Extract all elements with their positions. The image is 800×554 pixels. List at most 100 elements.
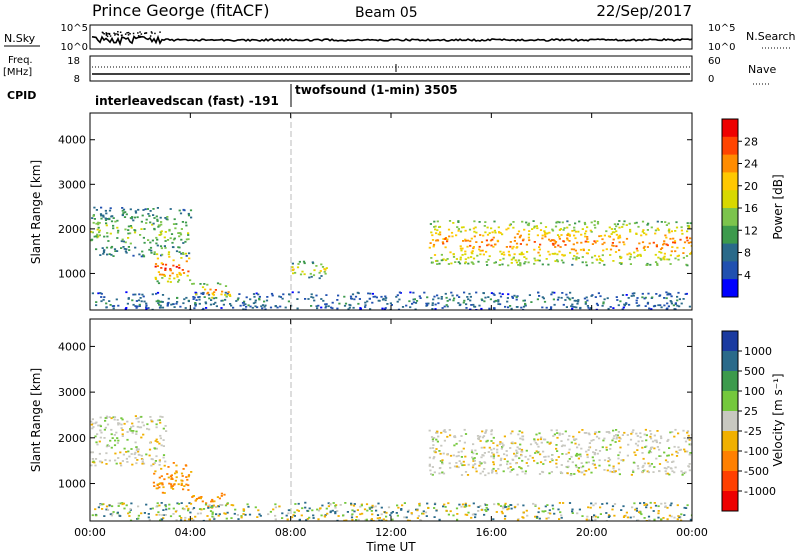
heatmap-cell — [584, 301, 587, 303]
heatmap-cell — [190, 471, 193, 473]
heatmap-cell — [157, 302, 160, 304]
heatmap-cell — [287, 509, 290, 512]
heatmap-cell — [158, 234, 161, 236]
heatmap-cell — [622, 505, 625, 508]
heatmap-cell — [473, 235, 476, 238]
heatmap-cell — [512, 256, 515, 259]
heatmap-cell — [681, 472, 684, 474]
heatmap-cell — [123, 248, 126, 250]
heatmap-cell — [187, 300, 190, 303]
heatmap-cell — [524, 472, 527, 475]
heatmap-cell — [674, 250, 677, 253]
heatmap-cell — [544, 505, 547, 508]
heatmap-cell — [666, 506, 669, 509]
heatmap-cell — [648, 307, 651, 310]
heatmap-cell — [304, 501, 307, 504]
heatmap-cell — [242, 513, 245, 515]
heatmap-cell — [434, 228, 437, 231]
heatmap-cell — [659, 304, 662, 307]
heatmap-cell — [472, 452, 475, 455]
heatmap-cell — [164, 231, 167, 233]
heatmap-cell — [541, 296, 544, 299]
heatmap-cell — [556, 260, 559, 263]
heatmap-cell — [357, 518, 360, 521]
heatmap-cell — [157, 271, 160, 273]
heatmap-cell — [530, 301, 533, 303]
heatmap-cell — [630, 432, 633, 435]
heatmap-cell — [590, 230, 593, 233]
heatmap-cell — [623, 303, 626, 306]
heatmap-cell — [551, 252, 554, 255]
heatmap-cell — [365, 518, 368, 521]
heatmap-cell — [129, 225, 133, 227]
heatmap-cell — [122, 208, 126, 211]
heatmap-cell — [500, 253, 503, 255]
heatmap-cell — [156, 238, 159, 241]
heatmap-cell — [615, 245, 618, 248]
heatmap-cell — [522, 516, 525, 519]
heatmap-cell — [162, 486, 165, 489]
heatmap-cell — [553, 303, 556, 306]
heatmap-cell — [298, 260, 301, 263]
heatmap-cell — [164, 269, 167, 271]
heatmap-cell — [531, 228, 534, 230]
heatmap-cell — [599, 295, 602, 298]
heatmap-cell — [441, 471, 444, 474]
heatmap-cell — [224, 291, 227, 294]
heatmap-cell — [550, 429, 553, 432]
heatmap-cell — [125, 291, 128, 294]
heatmap-cell — [183, 298, 186, 301]
heatmap-cell — [556, 253, 559, 256]
heatmap-cell — [550, 471, 553, 473]
heatmap-cell — [669, 504, 672, 507]
heatmap-cell — [599, 513, 602, 515]
heatmap-cell — [120, 464, 123, 467]
heatmap-cell — [684, 440, 688, 443]
heatmap-cell — [296, 307, 299, 310]
heatmap-cell — [156, 419, 160, 422]
heatmap-cell — [636, 305, 639, 307]
heatmap-cell — [138, 293, 141, 296]
colorbar-swatch — [722, 243, 738, 262]
heatmap-cell — [615, 233, 618, 236]
heatmap-cell — [683, 472, 686, 475]
heatmap-cell — [145, 308, 148, 310]
heatmap-cell — [153, 253, 156, 255]
heatmap-cell — [477, 506, 480, 508]
heatmap-cell — [148, 428, 151, 431]
heatmap-cell — [162, 509, 165, 511]
heatmap-cell — [129, 508, 132, 510]
heatmap-cell — [665, 472, 668, 475]
heatmap-cell — [686, 264, 689, 267]
heatmap-cell — [490, 429, 493, 431]
heatmap-cell — [549, 512, 552, 515]
heatmap-cell — [527, 465, 530, 467]
heatmap-cell — [520, 454, 523, 457]
heatmap-cell — [157, 511, 160, 514]
heatmap-cell — [582, 465, 585, 468]
heatmap-cell — [451, 235, 454, 238]
heatmap-cell — [232, 504, 235, 507]
heatmap-cell — [579, 248, 583, 251]
heatmap-cell — [559, 228, 562, 230]
heatmap-cell — [95, 441, 98, 444]
heatmap-cell — [224, 298, 227, 301]
heatmap-cell — [500, 457, 503, 460]
heatmap-cell — [453, 435, 456, 438]
heatmap-cell — [607, 457, 610, 459]
heatmap-cell — [605, 449, 608, 451]
heatmap-cell — [126, 438, 129, 441]
heatmap-cell — [552, 507, 555, 510]
heatmap-cell — [263, 305, 266, 308]
heatmap-cell — [601, 243, 604, 246]
heatmap-cell — [97, 235, 100, 238]
heatmap-cell — [187, 238, 190, 241]
heatmap-cell — [180, 228, 183, 230]
heatmap-cell — [140, 220, 143, 223]
heatmap-cell — [601, 304, 604, 307]
heatmap-cell — [350, 297, 353, 300]
heatmap-cell — [562, 240, 565, 242]
heatmap-cell — [121, 433, 124, 436]
heatmap-cell — [91, 418, 94, 421]
heatmap-cell — [158, 476, 161, 479]
